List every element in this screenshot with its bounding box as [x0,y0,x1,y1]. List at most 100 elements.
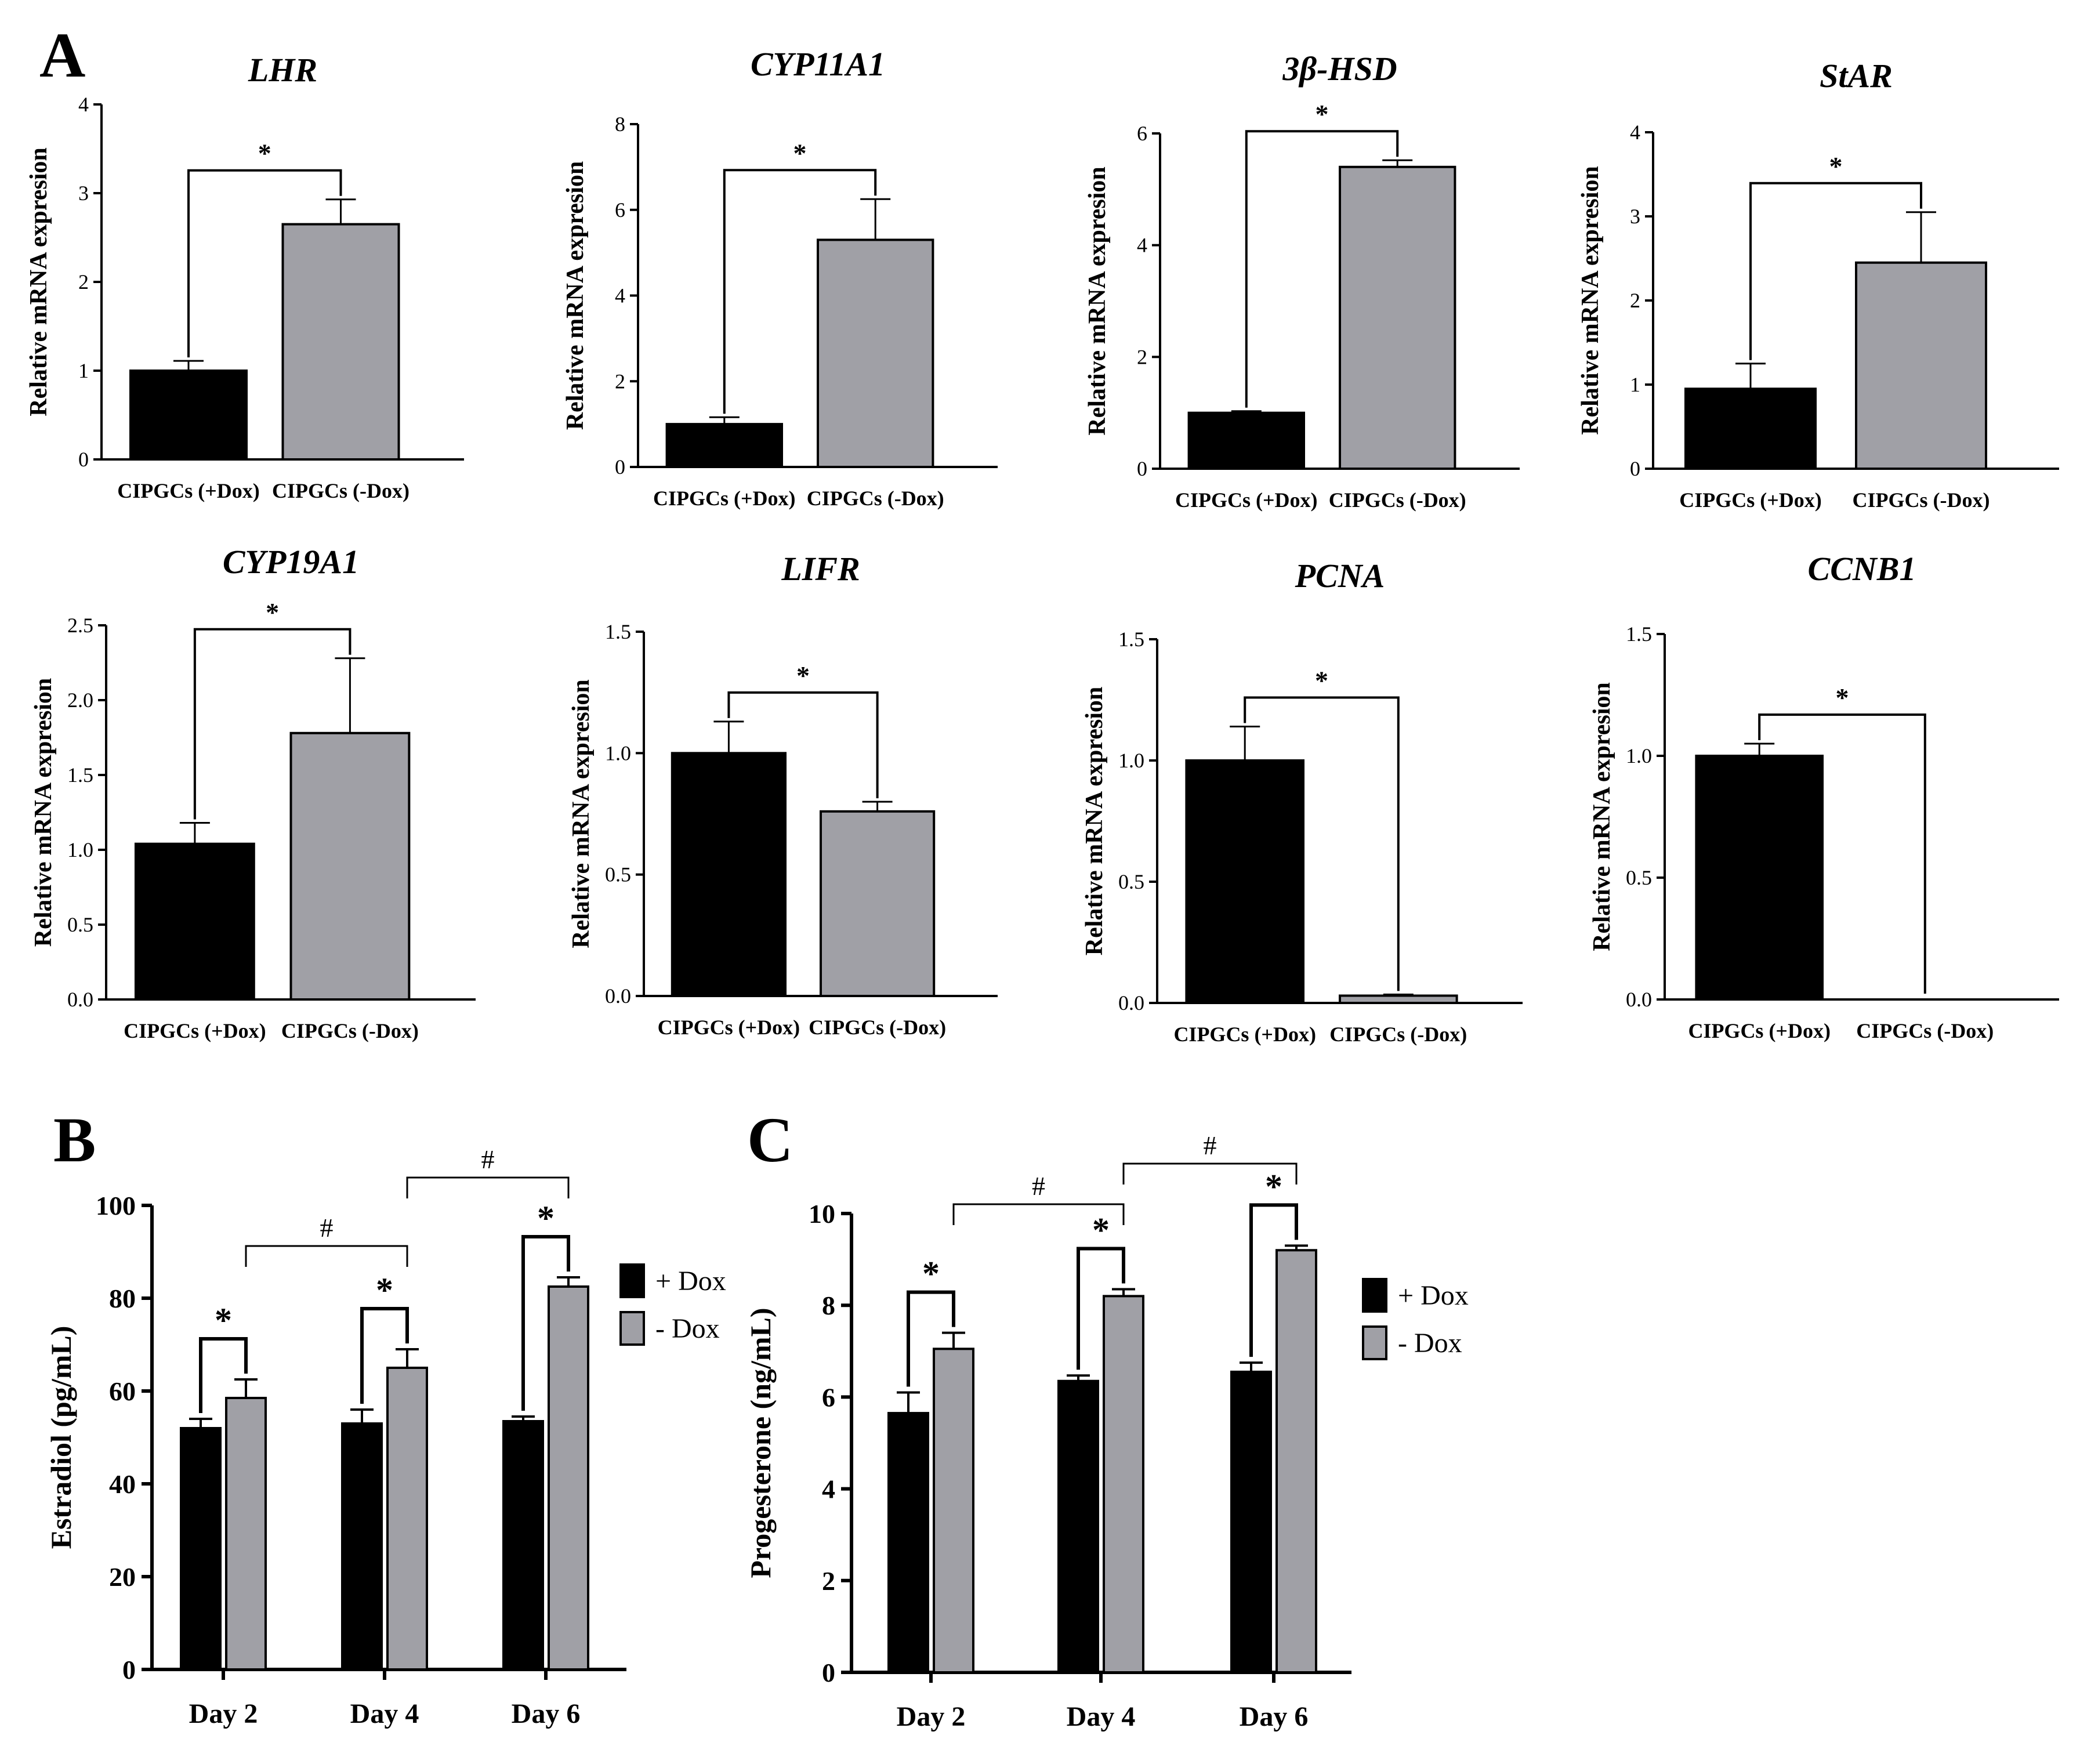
y-axis-label: Progesterone (ng/mL) [744,1307,777,1578]
between-day-bracket [1122,1162,1298,1185]
bar [1230,1370,1272,1674]
between-day-marker: # [320,1213,334,1243]
error-bar [512,1415,535,1421]
legend-label: - Dox [655,1313,720,1344]
chart-title: LIFR [781,550,860,588]
y-axis-label: Relative mRNA expresion [568,679,595,948]
bar [820,810,936,998]
bar [1339,994,1458,1004]
y-tick-label: 6 [822,1382,835,1412]
y-tick-label: 4 [822,1475,835,1504]
error-bar [1067,1374,1090,1381]
y-tick-label: 100 [96,1191,136,1220]
error-bar [1230,725,1260,760]
significance-bracket [1077,1247,1125,1370]
significance-marker: * [258,139,271,168]
significance-marker: * [1836,683,1849,712]
legend-swatch [1362,1325,1387,1360]
y-tick-label: 0 [78,448,89,471]
chart-ccnb1: CCNB1 0.0 0.5 1.0 1.5 Relative mRNA expresion… [1589,550,2059,1042]
y-tick-label: 2 [1137,345,1147,368]
significance-marker: * [793,138,807,168]
chart-title: PCNA [1295,557,1385,595]
y-tick-label: 6 [1137,122,1147,145]
bar [1339,165,1456,470]
chart-title: CYP19A1 [223,543,359,581]
error-bar [1112,1288,1135,1296]
y-tick-label: 0 [822,1658,835,1687]
error-bar [335,657,365,733]
error-bar [860,198,891,240]
y-tick-label: 2.0 [67,689,93,712]
chart-lhr: LHR 0 1 2 3 4 Relative mRNA expresion CIPGCs (+… [26,51,464,502]
x-tick-label: CIPGCs (+Dox) [1175,488,1318,512]
chart-title: StAR [1820,57,1893,95]
significance-marker: * [376,1271,393,1309]
significance-bracket [1758,713,1926,994]
x-tick-label: CIPGCs (+Dox) [653,487,796,510]
x-tick-label: CIPGCs (+Dox) [1173,1023,1316,1046]
chart-pcna: PCNA 0.0 0.5 1.0 1.5 Relative mRNA expresion C… [1081,557,1523,1046]
significance-marker: * [537,1199,555,1237]
x-tick-label: CIPGCs (-Dox) [1856,1019,1994,1042]
error-bar [897,1391,920,1414]
bar [1684,387,1817,470]
bar [1187,411,1306,470]
bar [502,1420,544,1671]
y-tick-label: 40 [109,1469,136,1499]
chart-lifr: LIFR 0.0 0.5 1.0 1.5 Relative mRNA expresion C… [568,550,998,1039]
chart-title: CCNB1 [1808,550,1916,588]
y-tick-label: 0.5 [1118,870,1144,893]
significance-bracket [907,1290,955,1387]
x-tick-label: CIPGCs (-Dox) [1329,1023,1467,1046]
x-tick-label: CIPGCs (+Dox) [1679,488,1822,512]
panel-label-a: A [39,20,85,90]
error-bar [325,198,356,224]
y-tick-label: 2 [615,370,625,393]
bar [671,752,787,998]
error-bar [1231,410,1262,413]
y-tick-label: 1 [1630,373,1640,396]
error-bar [189,1418,212,1428]
bar [665,423,783,468]
bar [1103,1295,1144,1674]
x-tick-label: CIPGCs (-Dox) [1329,488,1466,512]
y-tick-label: 1.5 [1626,622,1652,646]
significance-bracket [1749,182,1922,360]
significance-marker: * [266,597,279,627]
y-tick-label: 2 [822,1566,835,1596]
y-tick-label: 1.0 [1626,744,1652,767]
bar [1855,261,1987,470]
y-tick-label: 1.0 [605,741,631,765]
significance-marker: * [1316,99,1329,129]
y-tick-label: 4 [1630,121,1640,144]
bar [548,1285,589,1671]
y-tick-label: 0.5 [67,913,93,936]
legend-swatch [619,1311,645,1346]
chart-star: StAR 0 1 2 3 4 Relative mRNA expresion CIPGCs (… [1577,57,2059,512]
significance-bracket [193,628,352,820]
error-bar [942,1331,965,1349]
x-tick-label: Day 4 [1067,1701,1136,1732]
y-tick-label: 60 [109,1377,136,1406]
y-tick-label: 6 [615,198,625,222]
error-bar [1240,1361,1263,1372]
y-tick-label: 1.5 [605,620,631,643]
between-day-marker: # [1204,1131,1217,1160]
significance-bracket [521,1235,570,1411]
between-day-marker: # [481,1144,495,1174]
y-tick-label: 0.0 [67,988,93,1011]
x-tick-label: CIPGCs (+Dox) [1688,1019,1831,1042]
bar [933,1348,974,1674]
bar [1275,1249,1317,1674]
y-tick-label: 1 [78,359,89,382]
bar [817,238,934,468]
bar [225,1397,267,1671]
bar [289,731,411,1001]
chart-cyp19a1: CYP19A1 0.0 0.5 1.0 1.5 2.0 2.5 Relative mRNA e… [30,543,476,1042]
chart-panel-b: 0 20 40 60 80 100 Estradiol (pg/mL) Day 2 * Day 4… [45,1144,726,1729]
x-tick-label: Day 4 [350,1698,419,1729]
error-bar [1285,1244,1308,1251]
y-tick-label: 0.0 [1626,988,1652,1011]
significance-bracket [1249,1203,1298,1357]
